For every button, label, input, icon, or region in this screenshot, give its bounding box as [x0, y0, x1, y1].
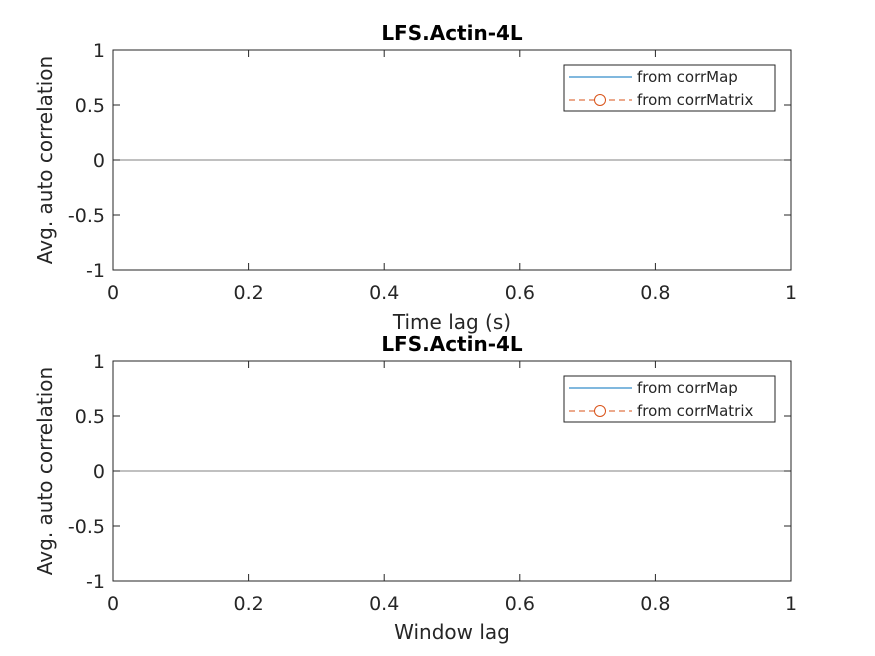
x-tick-label: 0.8 [640, 593, 670, 615]
subplot-1: LFS.Actin-4L Time lag (s) Avg. auto corr… [33, 21, 797, 334]
x-tick-labels: 0 0.2 0.4 0.6 0.8 1 [107, 282, 797, 304]
y-tick-label: -1 [86, 571, 105, 593]
subplot-2: LFS.Actin-4L Window lag Avg. auto correl… [33, 332, 797, 644]
y-tick-labels: 1 0.5 0 -0.5 -1 [68, 40, 105, 282]
y-tick-label: 0 [93, 461, 105, 483]
legend-label-corrmatrix: from corrMatrix [637, 402, 754, 420]
legend: from corrMap from corrMatrix [563, 375, 776, 423]
y-tick-label: 0.5 [75, 406, 105, 428]
y-tick-label: -0.5 [68, 205, 105, 227]
y-axis-label: Avg. auto correlation [33, 367, 57, 575]
y-tick-label: -1 [86, 260, 105, 282]
chart-title: LFS.Actin-4L [381, 332, 523, 356]
x-axis-label: Time lag (s) [392, 310, 511, 334]
y-tick-label: 1 [93, 40, 105, 62]
x-tick-label: 0.6 [505, 593, 535, 615]
legend-label-corrmap: from corrMap [637, 379, 738, 397]
x-tick-label: 0.6 [505, 282, 535, 304]
legend-marker-corrmatrix [594, 94, 606, 106]
legend: from corrMap from corrMatrix [563, 64, 776, 112]
legend-label-corrmap: from corrMap [637, 68, 738, 86]
y-tick-label: -0.5 [68, 516, 105, 538]
x-tick-label: 0.2 [233, 282, 263, 304]
legend-marker-corrmatrix [594, 405, 606, 417]
x-tick-label: 1 [785, 593, 797, 615]
x-tick-labels: 0 0.2 0.4 0.6 0.8 1 [107, 593, 797, 615]
x-tick-label: 0.4 [369, 282, 399, 304]
x-tick-label: 1 [785, 282, 797, 304]
x-tick-label: 0.4 [369, 593, 399, 615]
y-axis-label: Avg. auto correlation [33, 56, 57, 264]
x-tick-label: 0.8 [640, 282, 670, 304]
y-tick-label: 1 [93, 351, 105, 373]
x-tick-label: 0 [107, 282, 119, 304]
x-axis-label: Window lag [394, 620, 510, 644]
axes-box [112, 360, 792, 582]
x-tick-label: 0 [107, 593, 119, 615]
y-tick-label: 0.5 [75, 95, 105, 117]
x-tick-label: 0.2 [233, 593, 263, 615]
axes-box [112, 49, 792, 271]
legend-label-corrmatrix: from corrMatrix [637, 91, 754, 109]
y-tick-label: 0 [93, 150, 105, 172]
y-tick-labels: 1 0.5 0 -0.5 -1 [68, 351, 105, 593]
chart-title: LFS.Actin-4L [381, 21, 523, 45]
